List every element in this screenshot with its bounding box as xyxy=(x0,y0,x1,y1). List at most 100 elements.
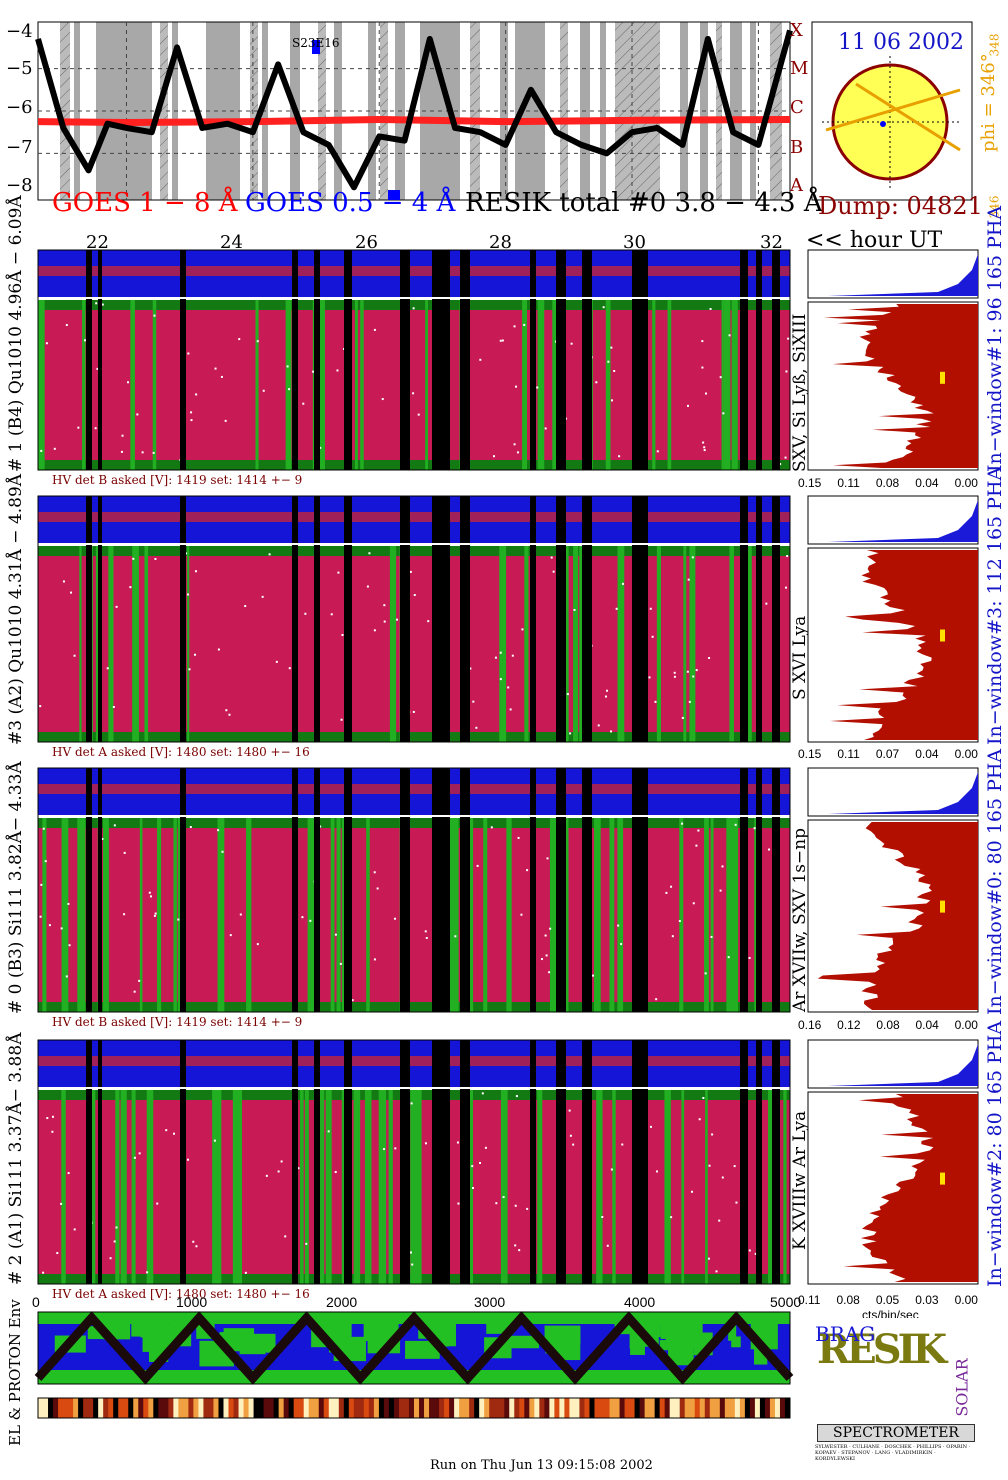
spectrogram-stripe xyxy=(389,546,396,742)
spectrogram-stripe xyxy=(285,300,292,470)
orbit-color-cell xyxy=(449,1398,455,1418)
spectrogram-speck xyxy=(67,1172,70,1175)
orbit-color-cell xyxy=(459,1398,465,1418)
in-window-marker xyxy=(940,900,945,913)
orbit-color-cell xyxy=(704,1398,711,1418)
orbit-color-cell xyxy=(729,1398,736,1418)
orbit-color-cell xyxy=(118,1398,124,1418)
spectrogram-speck xyxy=(618,455,621,458)
spectrogram-stripe xyxy=(212,1090,217,1284)
spectrogram-speck xyxy=(132,557,135,560)
orbit-color-cell xyxy=(419,1398,425,1418)
orbit-color-cell xyxy=(218,1398,224,1418)
spectrogram-speck xyxy=(244,1271,247,1274)
spectrogram-stripe xyxy=(255,300,259,470)
spectrogram-speck xyxy=(190,419,193,422)
spectrogram-speck xyxy=(540,958,543,961)
orbit-color-cell xyxy=(48,1398,54,1418)
spectrogram-speck xyxy=(499,678,502,681)
spectrogram-stripe xyxy=(237,1090,243,1284)
spectrogram-speck xyxy=(492,455,495,458)
orbit-color-cell xyxy=(634,1398,641,1418)
orbit-color-cell xyxy=(429,1398,435,1418)
orbit-color-cell xyxy=(524,1398,530,1418)
x-tick-label: 22 xyxy=(86,232,109,253)
spectrogram-body xyxy=(38,818,790,1012)
orbit-color-cell xyxy=(93,1398,99,1418)
spectrogram-speck xyxy=(123,913,126,916)
orbit-color-cell xyxy=(68,1398,74,1418)
x-tick-label: 3000 xyxy=(474,1294,506,1310)
phi-direction-line xyxy=(855,82,961,152)
data-gap-column xyxy=(86,1040,92,1284)
spectrogram-speck xyxy=(189,826,192,829)
orbit-color-cell xyxy=(373,1398,380,1418)
spectrogram-stripe xyxy=(130,300,135,470)
spectrogram-speck xyxy=(520,913,523,916)
orbit-color-cell xyxy=(464,1398,470,1418)
detector-label: # 1 (B4) Qu1010 4.96Å − 6.09Å xyxy=(6,195,26,472)
spectrogram-stripe xyxy=(537,300,545,470)
spectrogram-speck xyxy=(568,1109,571,1112)
spectrogram-speck xyxy=(472,700,475,703)
spectrogram-speck xyxy=(502,1196,505,1199)
spectrogram-speck xyxy=(471,1186,474,1189)
orbit-color-cell xyxy=(584,1398,590,1418)
spectrogram-speck xyxy=(784,586,787,589)
spectrogram-speck xyxy=(239,913,242,916)
orbit-color-cell xyxy=(343,1398,350,1418)
orbit-color-cell xyxy=(358,1398,365,1418)
night-band xyxy=(470,22,480,200)
orbit-color-cell xyxy=(659,1398,666,1418)
orbit-color-cell xyxy=(624,1398,631,1418)
in-window-label: In−window#3: 112 165 PHA xyxy=(984,466,1006,745)
spectrogram-speck xyxy=(425,936,428,939)
spectrogram-speck xyxy=(65,975,68,978)
orbit-color-cell xyxy=(133,1398,139,1418)
data-gap-column xyxy=(756,768,762,1012)
spectrogram-speck xyxy=(186,593,189,596)
detector-label: # 2 (A1) Si111 3.37Å− 3.88Å xyxy=(6,1032,26,1285)
spectrogram-speck xyxy=(280,1160,283,1163)
data-gap-column xyxy=(556,768,566,1012)
spectrogram-stripe xyxy=(120,1090,127,1284)
spectrogram-stripe xyxy=(425,300,428,470)
axis-tick: 0.05 xyxy=(875,1293,900,1307)
orbit-color-cell xyxy=(474,1398,480,1418)
orbit-color-cell xyxy=(744,1398,751,1418)
data-gap-column xyxy=(460,1040,470,1284)
orbit-color-cell xyxy=(158,1398,164,1418)
spectrogram-speck xyxy=(312,370,315,373)
spectrogram-speck xyxy=(566,693,569,696)
data-gap-column xyxy=(98,250,102,470)
spectrogram-stripe xyxy=(500,1090,508,1284)
spectrogram-stripe xyxy=(726,818,733,1012)
spectrogram-speck xyxy=(101,837,104,840)
spectrogram-speck xyxy=(334,1171,337,1174)
orbit-color-cell xyxy=(439,1398,445,1418)
spectrogram-speck xyxy=(656,450,659,453)
spectrogram-stripe xyxy=(729,546,734,742)
orbit-color-cell xyxy=(393,1398,400,1418)
data-gap-column xyxy=(314,768,320,1012)
spectrogram-speck xyxy=(62,580,65,583)
orbit-color-cell xyxy=(288,1398,295,1418)
pha-header-stripe xyxy=(38,266,790,276)
spectrogram-stripe xyxy=(681,1090,685,1284)
spectrogram-edge xyxy=(38,460,790,470)
orbit-color-cell xyxy=(664,1398,671,1418)
spectrogram-speck xyxy=(499,339,502,342)
spectrogram-speck xyxy=(611,399,614,402)
orbit-color-cell xyxy=(724,1398,731,1418)
orbit-color-cell xyxy=(714,1398,721,1418)
spectrogram-speck xyxy=(301,916,304,919)
data-gap-column xyxy=(432,768,450,1012)
orbit-color-cell xyxy=(188,1398,194,1418)
spectrogram-speck xyxy=(688,700,691,703)
spectrogram-stripe xyxy=(366,818,370,1012)
pha-spectrum-area xyxy=(828,772,978,814)
spectrogram-speck xyxy=(748,1249,751,1252)
spectrogram-speck xyxy=(707,1257,710,1260)
data-gap-column xyxy=(400,250,410,470)
spectrogram-stripe xyxy=(594,818,601,1012)
